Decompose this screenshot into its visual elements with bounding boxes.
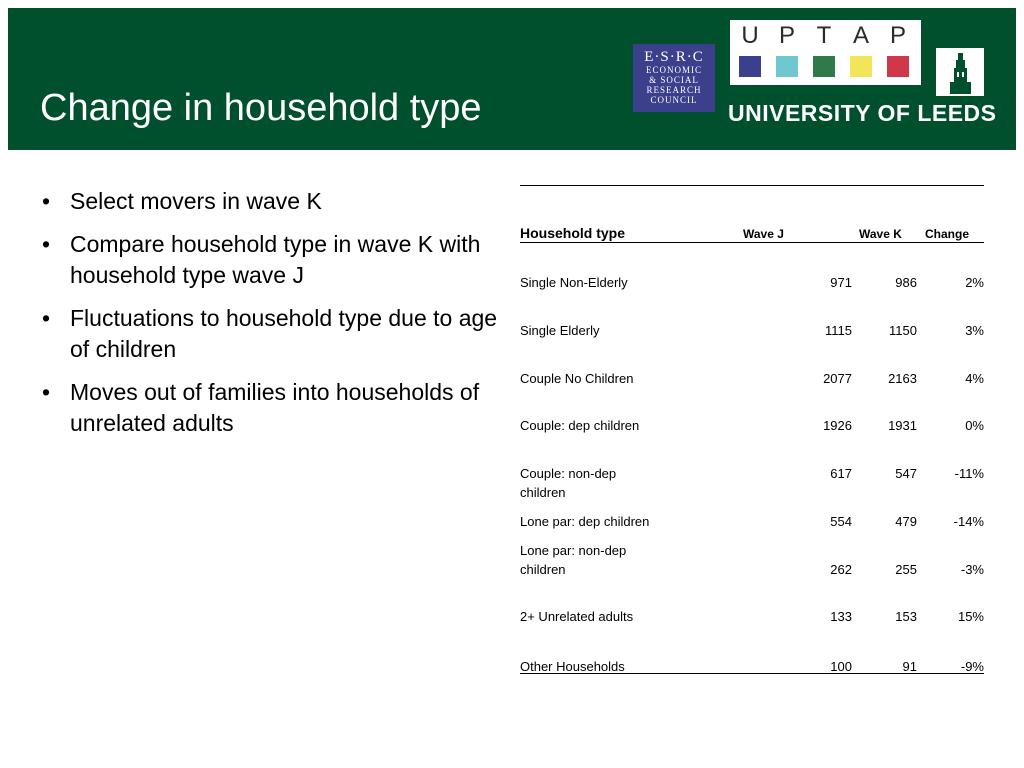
cell-wave-j: 2077 [823, 371, 852, 386]
bullet-text: Select movers in wave K [70, 188, 322, 214]
cell-wave-j: 617 [830, 466, 852, 481]
header-household-type: Household type [520, 225, 626, 241]
header-rule [520, 242, 984, 243]
cell-wave-k: 479 [895, 514, 917, 529]
bullet-list: • Select movers in wave K • Compare househ… [40, 186, 502, 451]
bullet-item: • Moves out of families into households o… [42, 379, 480, 436]
slide-title: Change in household type [40, 87, 482, 129]
header-wave-j: Wave J [743, 227, 784, 241]
uptap-letter: T [816, 22, 832, 49]
bullet-text: Fluctuations to household type due to ag… [70, 305, 498, 362]
uptap-letter: U [741, 22, 759, 49]
cell-household-type: Couple: non-dep children [520, 466, 617, 500]
cell-wave-j: 1115 [825, 323, 852, 338]
university-name: UNIVERSITY OF LEEDS [728, 100, 997, 126]
bullet-text: Compare household type in wave K with ho… [70, 231, 481, 288]
cell-household-type: 2+ Unrelated adults [520, 609, 634, 624]
uptap-logo: U P T A P [730, 20, 921, 85]
uptap-color-square [813, 56, 835, 77]
uptap-color-square [739, 56, 761, 77]
esrc-logo-line: & SOCIAL [649, 75, 699, 85]
cell-household-type: Couple: dep children [520, 418, 640, 433]
cell-wave-j: 133 [830, 609, 852, 624]
cell-change: -14% [953, 514, 984, 529]
cell-wave-j: 100 [830, 659, 852, 674]
esrc-logo-line: ECONOMIC [645, 65, 702, 75]
leeds-tower-crest-icon [936, 48, 984, 96]
esrc-logo-line: COUNCIL [650, 95, 698, 105]
cell-change: -3% [960, 562, 984, 577]
cell-wave-k: 1931 [888, 418, 917, 433]
cell-wave-k: 255 [895, 562, 917, 577]
cell-household-type: Single Elderly [520, 323, 600, 338]
cell-household-type: Other Households [520, 659, 625, 674]
bullet-item: • Select movers in wave K [42, 188, 322, 214]
header-wave-k: Wave K [859, 227, 902, 241]
cell-household-type: Lone par: dep children [520, 514, 650, 529]
esrc-logo-line: RESEARCH [646, 85, 702, 95]
cell-change: 4% [965, 371, 984, 386]
cell-household-type: Lone par: non-dep children [520, 543, 627, 577]
esrc-logo-top: E·S·R·C [644, 49, 704, 65]
table-bottom-rule [520, 673, 984, 674]
uptap-letter: A [852, 22, 869, 49]
bullet-text: Moves out of families into households of… [70, 379, 480, 436]
cell-change: 15% [957, 609, 984, 624]
esrc-logo: E·S·R·C ECONOMIC & SOCIAL RESEARCH COUNC… [633, 44, 715, 112]
uptap-color-square [776, 56, 798, 77]
cell-wave-k: 986 [895, 275, 917, 290]
bullet-item: • Fluctuations to household type due to a… [42, 305, 498, 362]
uptap-letter: P [778, 22, 795, 49]
bullet-item: • Compare household type in wave K with h… [42, 231, 481, 288]
cell-wave-j: 971 [830, 275, 852, 290]
cell-change: -11% [954, 466, 984, 481]
cell-wave-k: 91 [902, 659, 917, 674]
cell-wave-j: 1926 [823, 418, 852, 433]
cell-change: -9% [960, 659, 984, 674]
slide-header: Change in household type E·S·R·C ECONOMI… [8, 8, 1016, 150]
cell-wave-k: 547 [895, 466, 917, 481]
cell-wave-k: 2163 [888, 371, 917, 386]
household-table: Household type Wave J Wave K Change Sing… [520, 185, 984, 675]
cell-change: 0% [965, 418, 984, 433]
cell-household-type: Single Non-Elderly [520, 275, 628, 290]
cell-wave-j: 554 [830, 514, 852, 529]
cell-wave-k: 153 [895, 609, 917, 624]
cell-wave-k: 1150 [889, 323, 917, 338]
uptap-color-square [850, 56, 872, 77]
table-top-rule [520, 185, 984, 186]
cell-wave-j: 262 [830, 562, 852, 577]
uptap-color-square [887, 56, 909, 77]
uptap-letter: P [889, 22, 906, 49]
cell-household-type: Couple No Children [520, 371, 634, 386]
cell-change: 2% [965, 275, 984, 290]
cell-change: 3% [965, 323, 984, 338]
header-change: Change [925, 227, 970, 241]
